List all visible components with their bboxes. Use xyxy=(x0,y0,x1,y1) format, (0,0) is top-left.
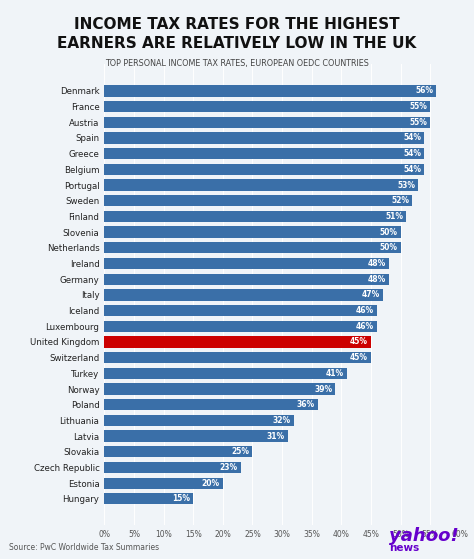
Bar xyxy=(104,195,412,206)
Bar xyxy=(104,132,424,144)
Text: 20%: 20% xyxy=(202,479,220,487)
Bar xyxy=(104,85,436,97)
Bar xyxy=(104,148,424,159)
Text: yahoo!: yahoo! xyxy=(389,527,458,545)
Bar xyxy=(104,415,294,426)
Text: 54%: 54% xyxy=(403,149,421,158)
Text: TOP PERSONAL INCOME TAX RATES, EUROPEAN OEDC COUNTRIES: TOP PERSONAL INCOME TAX RATES, EUROPEAN … xyxy=(105,59,369,68)
Text: 15%: 15% xyxy=(172,494,190,503)
Bar xyxy=(104,352,371,363)
Text: 55%: 55% xyxy=(410,118,427,127)
Bar xyxy=(104,211,407,222)
Text: 39%: 39% xyxy=(314,385,332,394)
Bar xyxy=(104,101,430,112)
Text: 51%: 51% xyxy=(385,212,403,221)
Text: 50%: 50% xyxy=(380,228,398,236)
Bar xyxy=(104,462,240,473)
Text: 45%: 45% xyxy=(350,353,368,362)
Bar xyxy=(104,164,424,175)
Text: 48%: 48% xyxy=(367,274,386,283)
Bar xyxy=(104,399,318,410)
Text: 50%: 50% xyxy=(380,243,398,252)
Text: 52%: 52% xyxy=(392,196,410,205)
Bar xyxy=(104,273,389,285)
Bar xyxy=(104,179,418,191)
Bar xyxy=(104,321,377,332)
Text: 56%: 56% xyxy=(415,87,433,96)
Bar xyxy=(104,383,336,395)
Text: EARNERS ARE RELATIVELY LOW IN THE UK: EARNERS ARE RELATIVELY LOW IN THE UK xyxy=(57,36,417,51)
Bar xyxy=(104,337,371,348)
Bar xyxy=(104,258,389,269)
Text: 25%: 25% xyxy=(231,447,249,456)
Bar xyxy=(104,430,288,442)
Text: 46%: 46% xyxy=(356,306,374,315)
Bar xyxy=(104,289,383,301)
Text: 45%: 45% xyxy=(350,338,368,347)
Text: 36%: 36% xyxy=(297,400,315,409)
Text: 23%: 23% xyxy=(219,463,237,472)
Text: news: news xyxy=(389,543,419,553)
Text: 54%: 54% xyxy=(403,134,421,143)
Bar xyxy=(104,493,193,504)
Text: 55%: 55% xyxy=(410,102,427,111)
Bar xyxy=(104,477,223,489)
Text: Source: PwC Worldwide Tax Summaries: Source: PwC Worldwide Tax Summaries xyxy=(9,543,160,552)
Text: 53%: 53% xyxy=(397,181,415,190)
Bar xyxy=(104,368,347,379)
Bar xyxy=(104,305,377,316)
Bar xyxy=(104,242,401,253)
Text: 48%: 48% xyxy=(367,259,386,268)
Text: 46%: 46% xyxy=(356,322,374,331)
Text: 31%: 31% xyxy=(267,432,285,440)
Bar xyxy=(104,446,252,457)
Bar xyxy=(104,226,401,238)
Text: 32%: 32% xyxy=(273,416,291,425)
Text: 47%: 47% xyxy=(362,290,380,300)
Text: INCOME TAX RATES FOR THE HIGHEST: INCOME TAX RATES FOR THE HIGHEST xyxy=(74,17,400,32)
Text: 41%: 41% xyxy=(326,369,344,378)
Text: 54%: 54% xyxy=(403,165,421,174)
Bar xyxy=(104,117,430,128)
